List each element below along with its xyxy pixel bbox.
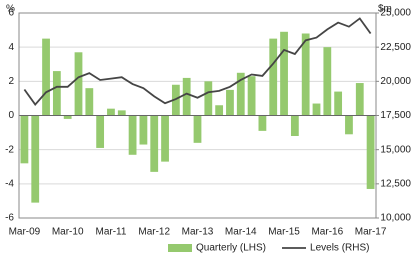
y-tick-label: 4 <box>8 42 14 53</box>
y-tick-label: -4 <box>5 178 14 189</box>
y2-tick-label: 22,500 <box>380 42 411 53</box>
y2-tick-label: 17,500 <box>380 110 411 121</box>
bar <box>150 115 159 172</box>
bar <box>63 115 72 119</box>
y2-axis-title: $m <box>378 4 392 15</box>
bar <box>269 38 278 116</box>
bar <box>366 115 375 189</box>
legend-swatch <box>168 244 192 252</box>
bar <box>215 105 224 116</box>
bar <box>334 91 343 116</box>
x-tick-label: Mar-17 <box>355 227 387 238</box>
y2-tick-label: 25,000 <box>380 8 411 19</box>
bar <box>247 76 256 116</box>
bar <box>161 115 169 162</box>
plot-frame <box>18 12 377 219</box>
bar <box>85 88 94 116</box>
bar <box>117 110 126 116</box>
y-tick-label: 6 <box>8 8 14 19</box>
bar <box>52 71 61 116</box>
y2-tick-label: 20,000 <box>380 76 411 87</box>
x-tick-label: Mar-15 <box>268 227 300 238</box>
bar <box>236 72 245 116</box>
x-tick-label: Mar-10 <box>52 227 84 238</box>
bar <box>226 89 234 116</box>
bar <box>171 84 180 116</box>
bar <box>96 115 105 148</box>
bar <box>355 83 364 116</box>
bar <box>258 115 267 131</box>
y-tick-label: -2 <box>5 144 14 155</box>
bar <box>280 31 288 116</box>
x-tick-label: Mar-14 <box>225 227 257 238</box>
bar <box>128 115 137 155</box>
y-tick-label: 2 <box>8 76 14 87</box>
bar <box>345 115 353 135</box>
y2-tick-label: 10,000 <box>380 213 411 224</box>
bar <box>31 115 40 203</box>
bar <box>301 33 310 116</box>
legend-label: Levels (RHS) <box>310 243 369 254</box>
x-tick-label: Mar-16 <box>311 227 343 238</box>
x-tick-label: Mar-13 <box>182 227 214 238</box>
x-tick-label: Mar-09 <box>9 227 41 238</box>
bar <box>182 77 191 116</box>
y-tick-label: 0 <box>8 110 14 121</box>
legend-label: Quarterly (LHS) <box>196 243 266 254</box>
line <box>23 17 372 107</box>
y-tick-label: -6 <box>5 213 14 224</box>
bar <box>20 115 29 164</box>
x-tick-label: Mar-12 <box>138 227 170 238</box>
y-axis-title: % <box>6 4 15 15</box>
bar <box>139 115 148 145</box>
bar <box>290 115 299 136</box>
y2-tick-label: 15,000 <box>380 144 411 155</box>
bar <box>42 38 50 116</box>
bar <box>323 47 332 116</box>
bar <box>74 52 83 116</box>
x-tick-label: Mar-11 <box>95 227 126 238</box>
bar <box>107 108 115 116</box>
bar <box>193 115 202 143</box>
bar <box>204 81 213 116</box>
bar <box>312 103 321 116</box>
y2-tick-label: 12,500 <box>380 178 411 189</box>
